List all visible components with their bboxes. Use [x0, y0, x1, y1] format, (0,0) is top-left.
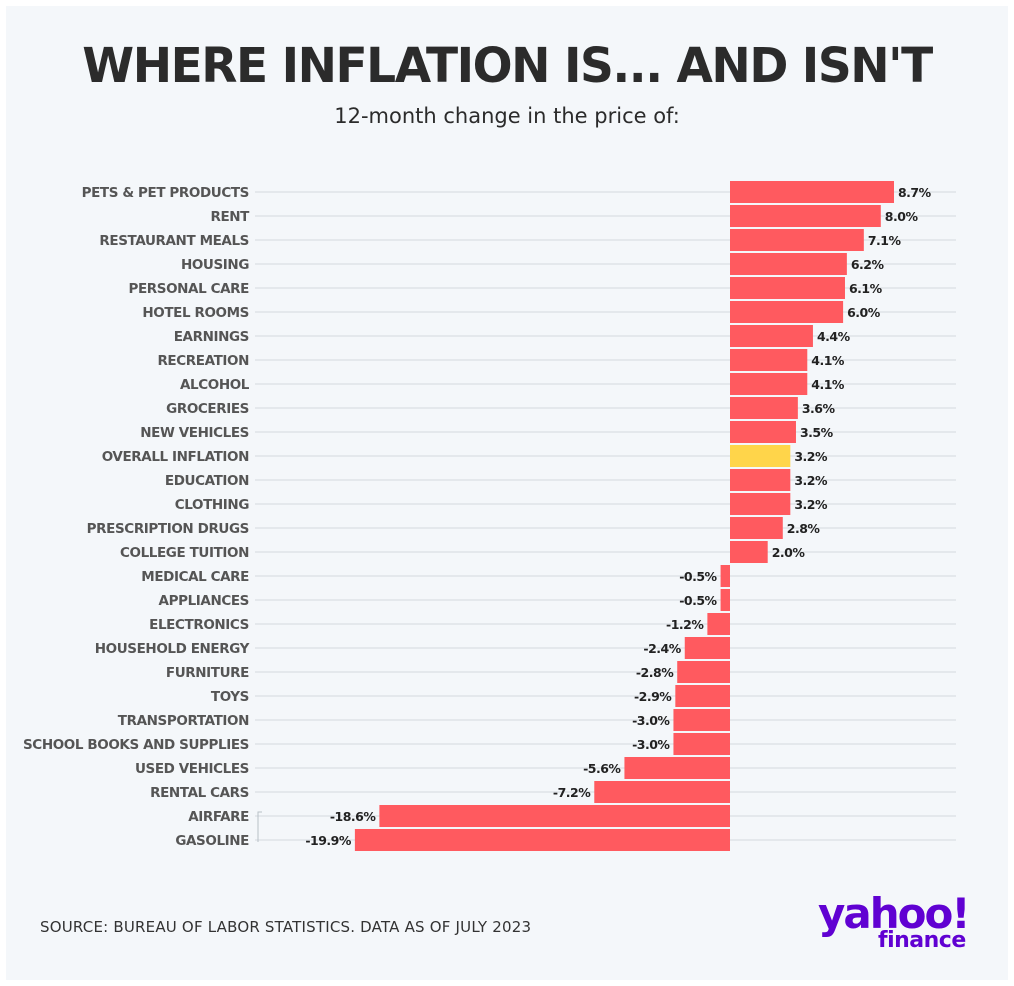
chart-subtitle: 12-month change in the price of: [334, 104, 680, 128]
category-label: TOYS [211, 689, 249, 705]
category-label: EDUCATION [165, 473, 249, 489]
bar [730, 397, 798, 419]
bar [379, 805, 730, 827]
bar [730, 445, 791, 467]
value-label: 3.6% [802, 401, 836, 416]
category-label: RESTAURANT MEALS [99, 233, 249, 249]
bar [730, 277, 845, 299]
bar [730, 253, 847, 275]
bar-chart: PETS & PET PRODUCTS 8.7% RENT 8.0% RESTAURAN… [23, 181, 956, 851]
bar [684, 637, 730, 659]
category-label: CLOTHING [175, 497, 250, 513]
category-label: RENTAL CARS [150, 785, 249, 801]
value-label: 3.2% [794, 449, 828, 464]
bar [675, 685, 730, 707]
bar [673, 733, 730, 755]
bar [730, 181, 894, 203]
value-label: -1.2% [666, 617, 704, 632]
bar [730, 349, 808, 371]
value-label: 6.2% [851, 257, 885, 272]
category-label: MEDICAL CARE [141, 569, 249, 585]
bar [720, 589, 730, 611]
value-label: 4.1% [811, 353, 845, 368]
bar [354, 829, 730, 851]
value-label: -2.4% [643, 641, 681, 656]
value-label: -3.0% [632, 737, 670, 752]
bar [720, 565, 730, 587]
logo-yahoo-text: yahoo! [818, 889, 970, 938]
value-label: 8.7% [898, 185, 932, 200]
value-label: -5.6% [583, 761, 621, 776]
value-label: -7.2% [553, 785, 591, 800]
category-label: TRANSPORTATION [118, 713, 249, 729]
category-label: COLLEGE TUITION [120, 545, 249, 561]
value-label: -18.6% [330, 809, 377, 824]
value-label: -3.0% [632, 713, 670, 728]
value-label: 7.1% [868, 233, 902, 248]
category-label: AIRFARE [188, 809, 249, 825]
bar [594, 781, 730, 803]
value-label: 4.4% [817, 329, 851, 344]
category-label: RECREATION [157, 353, 249, 369]
value-label: -0.5% [679, 593, 717, 608]
bar [730, 493, 791, 515]
value-label: 6.1% [849, 281, 883, 296]
bar [730, 205, 881, 227]
value-label: 3.2% [794, 473, 828, 488]
category-label: GASOLINE [175, 833, 249, 849]
bar [730, 373, 808, 395]
category-label: USED VEHICLES [135, 761, 249, 777]
category-label: RENT [210, 209, 250, 225]
bar [730, 301, 844, 323]
bar [730, 541, 768, 563]
category-label: ALCOHOL [180, 377, 250, 393]
category-label: PRESCRIPTION DRUGS [87, 521, 249, 537]
bar [673, 709, 730, 731]
category-label: FURNITURE [166, 665, 249, 681]
source-note: SOURCE: BUREAU OF LABOR STATISTICS. DATA… [40, 918, 532, 936]
bar [624, 757, 730, 779]
value-label: -2.8% [636, 665, 674, 680]
value-label: 2.0% [772, 545, 806, 560]
value-label: 2.8% [787, 521, 821, 536]
yahoo-finance-logo: yahoo! finance [818, 890, 988, 960]
category-label: SCHOOL BOOKS AND SUPPLIES [23, 737, 249, 753]
value-label: 6.0% [847, 305, 881, 320]
bar [730, 517, 783, 539]
category-label: APPLIANCES [159, 593, 249, 609]
value-label: 3.5% [800, 425, 834, 440]
bar [730, 469, 791, 491]
category-label: HOUSING [181, 257, 249, 273]
value-label: -0.5% [679, 569, 717, 584]
category-label: ELECTRONICS [149, 617, 249, 633]
category-label: PETS & PET PRODUCTS [82, 185, 249, 201]
category-label: OVERALL INFLATION [102, 449, 249, 465]
logo-finance-text: finance [878, 928, 966, 953]
category-label: PERSONAL CARE [128, 281, 249, 297]
value-label: -19.9% [305, 833, 352, 848]
label-bracket [257, 811, 262, 842]
category-label: HOTEL ROOMS [142, 305, 249, 321]
value-label: 8.0% [885, 209, 919, 224]
category-label: HOUSEHOLD ENERGY [95, 641, 250, 657]
bar [707, 613, 730, 635]
bar [730, 325, 813, 347]
bar [730, 229, 864, 251]
bar [730, 421, 796, 443]
value-label: 4.1% [811, 377, 845, 392]
value-label: -2.9% [634, 689, 672, 704]
chart-title: WHERE INFLATION IS... AND ISN'T [82, 38, 933, 94]
category-label: GROCERIES [166, 401, 249, 417]
category-label: NEW VEHICLES [140, 425, 249, 441]
category-label: EARNINGS [174, 329, 249, 345]
bar [677, 661, 730, 683]
value-label: 3.2% [794, 497, 828, 512]
